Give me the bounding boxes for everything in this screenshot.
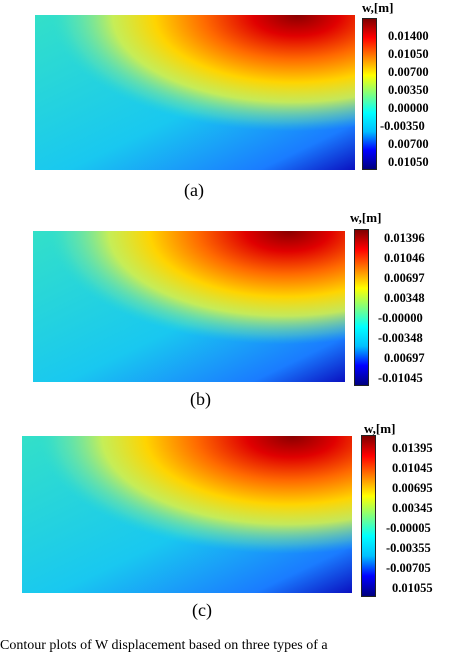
figure-caption-text: Contour plots of W displacement based on… (0, 638, 328, 653)
tick-label: -0.00705 (386, 561, 431, 575)
colorbar-c (361, 435, 376, 597)
tick-label: 0.01045 (392, 461, 433, 475)
tick-label: 0.00348 (384, 291, 425, 305)
tick-label: -0.00350 (380, 119, 425, 133)
caption-b: (b) (190, 389, 211, 409)
caption-c: (c) (192, 600, 212, 620)
colorbar-title: w,[m] (364, 421, 396, 436)
tick-label: 0.00345 (392, 501, 433, 515)
tick-label: 0.01046 (384, 251, 425, 265)
tick-label: -0.00005 (386, 521, 431, 535)
panel-b: w,[m] 0.01396 0.01046 0.00697 0.00348 -0… (0, 210, 474, 425)
tick-label: 0.01050 (388, 47, 429, 61)
tick-label: 0.01050 (388, 155, 429, 169)
colorbar-a (362, 18, 377, 170)
tick-label: 0.00700 (388, 137, 429, 151)
tick-label: 0.01055 (392, 581, 433, 595)
tick-label: 0.01396 (384, 231, 425, 245)
tick-label: -0.01045 (378, 371, 423, 385)
panel-c: w,[m] 0.01395 0.01045 0.00695 0.00345 -0… (0, 421, 474, 635)
tick-label: 0.01395 (392, 441, 433, 455)
tick-label: -0.00355 (386, 541, 431, 555)
colorbar-title: w,[m] (350, 210, 382, 225)
tick-label: -0.00000 (378, 311, 423, 325)
panel-a: w,[m] 0.01400 0.01050 0.00700 0.00350 0.… (0, 0, 474, 210)
tick-label: 0.00697 (384, 351, 425, 365)
tick-label: 0.00695 (392, 481, 433, 495)
colorbar-title: w,[m] (362, 0, 394, 15)
caption-a: (a) (184, 180, 204, 200)
tick-label: -0.00348 (378, 331, 423, 345)
contour-field-peak (22, 436, 352, 593)
contour-field-peak (33, 231, 345, 382)
contour-plot-c (22, 436, 352, 593)
tick-label: 0.00700 (388, 65, 429, 79)
tick-label: 0.00350 (388, 83, 429, 97)
colorbar-b (354, 229, 369, 386)
tick-label: 0.00697 (384, 271, 425, 285)
contour-field-peak (35, 15, 355, 170)
contour-plot-b (33, 231, 345, 382)
tick-label: 0.00000 (388, 101, 429, 115)
contour-plot-a (35, 15, 355, 170)
tick-label: 0.01400 (388, 29, 429, 43)
